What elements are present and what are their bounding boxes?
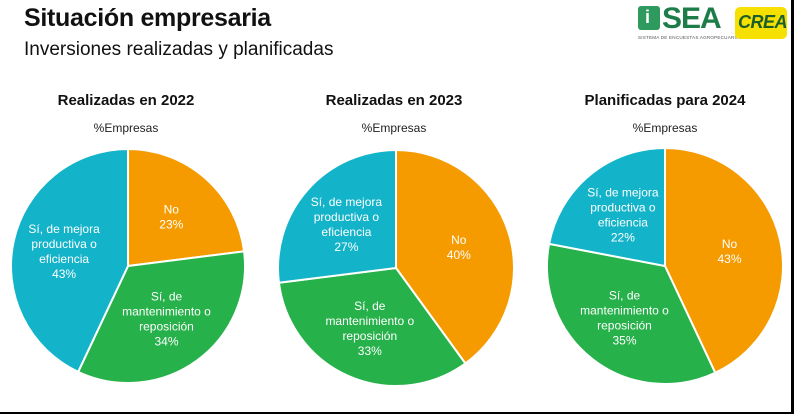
pie-slice-no bbox=[395, 148, 515, 365]
pie-chart-2: No 43% Sí, de mantenimiento o reposición 35% S… bbox=[546, 146, 784, 385]
sea-logo: SEA SISTEMA DE ENCUESTAS AGROPECUARIAS bbox=[638, 2, 742, 44]
pie-slice-si-de-mejora-productiva-o-eficiencia bbox=[547, 146, 666, 268]
pie-chart-0: No 23% Sí, de mantenimiento o reposición 34% S… bbox=[10, 147, 246, 384]
sea-logo-tagline: SISTEMA DE ENCUESTAS AGROPECUARIAS bbox=[638, 35, 743, 40]
pie-slice-value: 35% bbox=[612, 334, 636, 348]
pie-slice-label-si-de-mantenimiento-o-reposicion: Sí, de mantenimiento o reposición 34% bbox=[122, 290, 211, 349]
pie-slice-si-de-mantenimiento-o-reposicion bbox=[277, 266, 467, 387]
pie-slice-label-no: No 40% bbox=[447, 233, 471, 262]
pie-slice-label-no: No 23% bbox=[159, 202, 183, 231]
pie-slice-no bbox=[664, 146, 784, 375]
pie-slice-value: 22% bbox=[611, 231, 635, 245]
pie-slice-value: 23% bbox=[159, 217, 183, 231]
page-subtitle: Inversiones realizadas y planificadas bbox=[24, 39, 334, 60]
sea-logo-icon bbox=[638, 6, 660, 30]
pie-slice-label-si-de-mantenimiento-o-reposicion: Sí, de mantenimiento o reposición 35% bbox=[580, 289, 669, 348]
chart-title-2024: Planificadas para 2024 bbox=[584, 92, 746, 109]
pie-slice-label-si-de-mejora-productiva-o-eficiencia: Sí, de mejora productiva o eficiencia 43% bbox=[28, 222, 100, 281]
pie-slice-si-de-mejora-productiva-o-eficiencia bbox=[10, 147, 129, 374]
pie-slice-value: 27% bbox=[334, 240, 358, 254]
pie-slice-no bbox=[127, 147, 246, 268]
pie-slice-label-si-de-mejora-productiva-o-eficiencia: Sí, de mejora productiva o eficiencia 22% bbox=[587, 186, 659, 245]
chart-subtitle-2023: %Empresas bbox=[361, 121, 427, 135]
chart-subtitle-2024: %Empresas bbox=[632, 121, 698, 135]
pie-slice-value: 34% bbox=[154, 335, 178, 349]
chart-title-2023: Realizadas en 2023 bbox=[325, 92, 463, 109]
pie-chart-1: No 40% Sí, de mantenimiento o reposición 33% S… bbox=[277, 148, 515, 387]
crea-logo-text: CREA bbox=[738, 12, 788, 32]
pie-slice-label-si-de-mejora-productiva-o-eficiencia: Sí, de mejora productiva o eficiencia 27% bbox=[311, 195, 383, 254]
sea-logo-text: SEA bbox=[662, 2, 722, 35]
chart-title-2022: Realizadas en 2022 bbox=[57, 92, 195, 109]
crea-logo: CREA bbox=[735, 7, 788, 39]
pie-slice-value: 40% bbox=[447, 248, 471, 262]
pie-slice-value: 43% bbox=[717, 252, 741, 266]
pie-slice-label-no: No 43% bbox=[717, 237, 741, 266]
pie-slice-value: 43% bbox=[52, 267, 76, 281]
pie-slice-si-de-mejora-productiva-o-eficiencia bbox=[277, 148, 397, 284]
pie-slice-value: 33% bbox=[358, 344, 382, 358]
page-title: Situación empresaria bbox=[24, 4, 271, 32]
pie-slice-label-si-de-mantenimiento-o-reposicion: Sí, de mantenimiento o reposición 33% bbox=[325, 299, 414, 358]
chart-subtitle-2022: %Empresas bbox=[93, 121, 159, 135]
pie-slice-si-de-mantenimiento-o-reposicion bbox=[546, 242, 717, 385]
